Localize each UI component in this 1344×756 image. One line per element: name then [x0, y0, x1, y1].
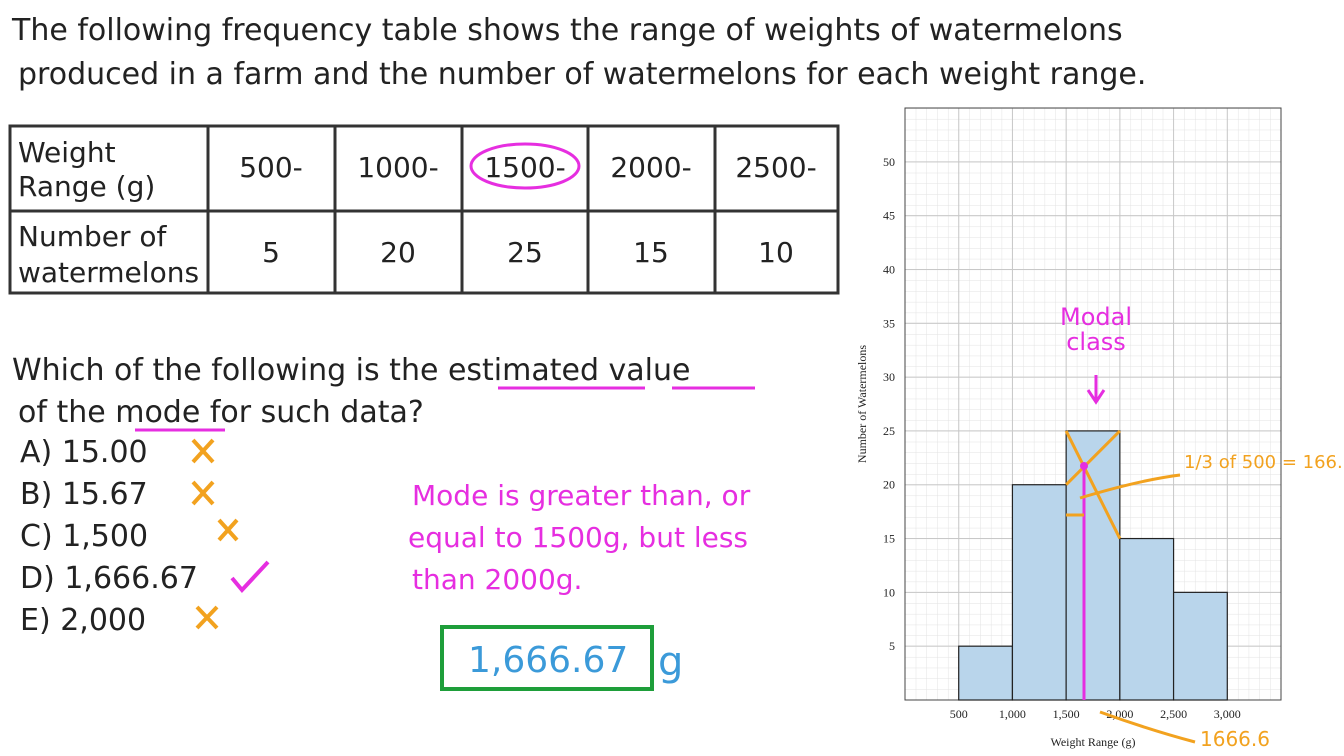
bar [958, 645, 1014, 701]
arrow [1066, 473, 1181, 517]
cell: 10 [758, 236, 794, 269]
x-tick-label: 1,500 [1053, 707, 1080, 721]
cell: 15 [633, 236, 669, 269]
y-tick-label: 20 [883, 478, 895, 492]
y-tick-label: 35 [883, 316, 895, 330]
wrong-marks [191, 438, 239, 630]
bar [1011, 484, 1067, 701]
intro-line: The following frequency table shows the … [11, 13, 1123, 48]
highlight [469, 142, 581, 190]
y-axis-label: Number of Watermelons [855, 345, 869, 463]
cell: 25 [507, 236, 543, 269]
construction [1064, 429, 1122, 540]
annotation: class [1066, 328, 1126, 356]
cell: 1500- [484, 151, 565, 184]
mode-point [1080, 462, 1088, 470]
answer-value: 1,666.67 [468, 640, 628, 681]
arrow [1099, 710, 1196, 744]
row-head: Range (g) [18, 170, 155, 203]
bar [1119, 537, 1175, 701]
x-tick-label: 1,000 [999, 707, 1026, 721]
option: C) 1,500 [20, 519, 148, 554]
question-line: Which of the following is the estimated … [12, 353, 691, 388]
row-head: Weight [18, 136, 116, 169]
cell: 2000- [610, 151, 691, 184]
arrow [1086, 375, 1106, 405]
option: B) 15.67 [20, 477, 148, 512]
y-tick-label: 15 [883, 532, 895, 546]
bar [1065, 430, 1121, 701]
note-line: than 2000g. [412, 563, 582, 596]
check-mark [230, 560, 270, 594]
y-tick-label: 50 [883, 155, 895, 169]
row-head: watermelons [18, 256, 199, 289]
option: E) 2,000 [20, 603, 146, 638]
table [8, 124, 840, 295]
bar [1172, 591, 1228, 701]
cell: 2500- [735, 151, 816, 184]
note-line: Mode is greater than, or [412, 479, 751, 512]
row-head: Number of [18, 220, 168, 253]
x-tick-label: 2,500 [1160, 707, 1187, 721]
y-tick-label: 25 [883, 424, 895, 438]
intro-line: produced in a farm and the number of wat… [18, 57, 1146, 92]
option: D) 1,666.67 [20, 561, 198, 596]
y-tick-label: 40 [883, 262, 895, 276]
y-tick-label: 45 [883, 209, 895, 223]
cell: 5 [262, 236, 280, 269]
x-tick-label: 3,000 [1214, 707, 1241, 721]
option: A) 15.00 [20, 435, 148, 470]
cell: 1000- [357, 151, 438, 184]
x-tick-label: 500 [950, 707, 968, 721]
y-tick-label: 30 [883, 370, 895, 384]
annotation: 1666.6 [1200, 727, 1270, 751]
answer-unit: g [658, 639, 683, 685]
note-line: equal to 1500g, but less [408, 521, 748, 554]
underlines [135, 386, 755, 432]
y-tick-label: 10 [883, 585, 895, 599]
annotation: 1/3 of 500 = 166.6 [1184, 452, 1344, 473]
answer-box [440, 625, 654, 691]
question-line: of the mode for such data? [18, 395, 424, 430]
y-tick-label: 5 [889, 639, 895, 653]
cell: 500- [239, 151, 303, 184]
cell: 20 [380, 236, 416, 269]
annotation: Modal [1060, 303, 1132, 331]
x-axis-label: Weight Range (g) [1050, 735, 1135, 749]
